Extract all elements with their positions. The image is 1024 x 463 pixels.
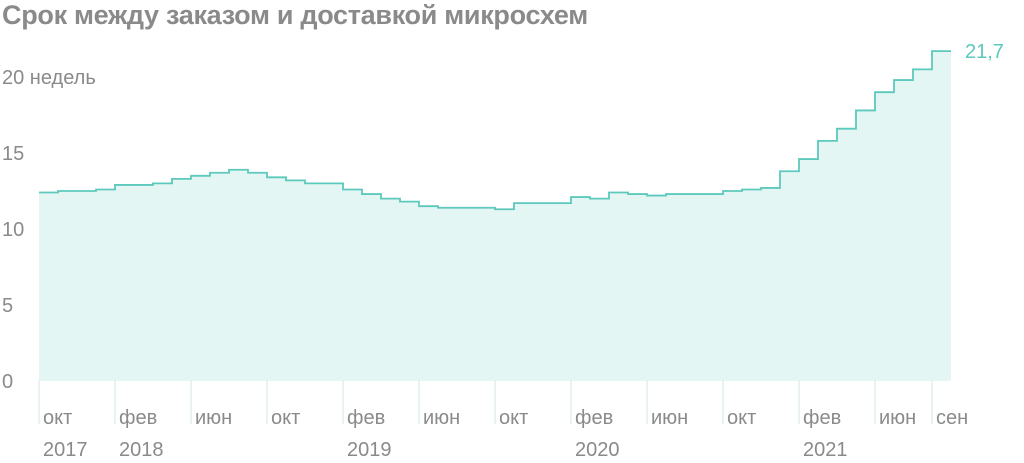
x-tick-month: фев [119,407,157,429]
x-tick-month: июн [423,407,460,429]
x-tick-month: окт [727,407,756,429]
x-tick-month: июн [879,407,916,429]
x-tick-month: сен [936,407,968,429]
last-value-label: 21,7 [965,41,1004,63]
x-tick-month: окт [43,407,72,429]
y-tick-label: 10 [2,219,24,241]
series-area [39,51,951,381]
x-tick-year: 2020 [575,439,620,461]
chart-title: Срок между заказом и доставкой микросхем [2,0,588,30]
x-tick-year: 2021 [803,439,848,461]
y-tick-label: 0 [2,371,13,393]
x-tick-month: июн [195,407,232,429]
y-tick-label: 5 [2,295,13,317]
x-tick-year: 2018 [119,439,164,461]
y-tick-label: 15 [2,143,24,165]
x-tick-month: фев [347,407,385,429]
x-tick-year: 2017 [43,439,88,461]
x-tick-month: фев [575,407,613,429]
x-tick-month: фев [803,407,841,429]
y-tick-label: 20 недель [2,67,96,89]
series-line [39,50,951,211]
x-tick-month: июн [651,407,688,429]
x-tick-month: окт [499,407,528,429]
x-tick-month: окт [271,407,300,429]
x-tick-year: 2019 [347,439,392,461]
